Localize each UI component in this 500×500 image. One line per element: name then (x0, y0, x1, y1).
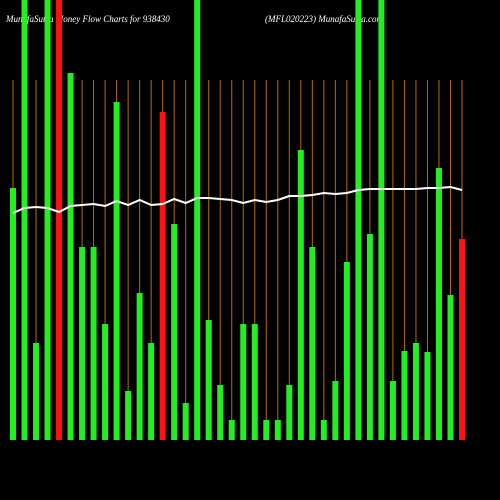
chart-title: MunafaSutra Money Flow Charts for 938430 (5, 14, 170, 24)
bar (459, 239, 465, 440)
bar (320, 420, 327, 440)
bar (343, 262, 350, 440)
bar (447, 295, 454, 440)
bar (217, 385, 224, 440)
bar (102, 324, 109, 440)
bar (274, 420, 281, 440)
bar (205, 320, 212, 440)
bar (228, 420, 235, 440)
bar (240, 324, 247, 440)
bar (159, 112, 166, 440)
bar (56, 0, 63, 440)
bar (435, 168, 442, 440)
bar (424, 352, 431, 440)
bar (389, 381, 396, 440)
bar (355, 0, 362, 440)
bar (412, 343, 419, 440)
bar (378, 0, 385, 440)
bar (332, 381, 339, 440)
bar (67, 73, 74, 440)
bar (286, 385, 293, 440)
bar (366, 234, 373, 440)
bar (113, 102, 120, 440)
bar (21, 0, 28, 440)
bar (136, 293, 143, 440)
bar (79, 247, 86, 440)
bar (90, 247, 97, 440)
bar (44, 0, 51, 440)
bar (33, 343, 40, 440)
bar (251, 324, 258, 440)
bar (10, 188, 16, 440)
chart-subtitle: (MFL020223) MunafaSutra.com (265, 14, 383, 24)
bar (401, 351, 408, 440)
bar (171, 224, 178, 440)
money-flow-line (12, 185, 463, 214)
bar (309, 247, 316, 440)
bar (182, 403, 189, 440)
bar (297, 150, 304, 440)
bar (263, 420, 270, 440)
bar (194, 0, 201, 440)
bar (148, 343, 155, 440)
bar (125, 391, 132, 440)
